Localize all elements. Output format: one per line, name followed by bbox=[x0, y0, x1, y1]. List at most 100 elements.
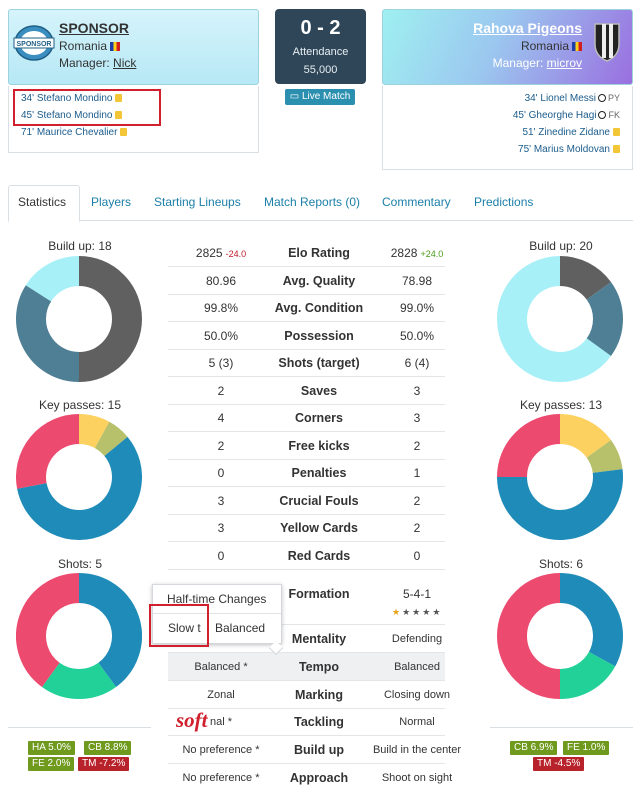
goal-note-icon bbox=[613, 145, 620, 153]
home-buildup-label: Build up: 18 bbox=[48, 239, 112, 253]
donut-slice bbox=[78, 573, 142, 687]
home-events: 34' Stefano Mondino 45' Stefano Mondino … bbox=[8, 86, 259, 153]
stat-badge: CB 6.9% bbox=[510, 741, 558, 755]
stat-row: 5 (3) Shots (target) 6 (4) bbox=[168, 349, 445, 377]
home-manager: Manager: Nick bbox=[59, 56, 137, 70]
half-time-changes-popup: Half-time Changes Slow t Balanced bbox=[152, 584, 284, 656]
donut-slice bbox=[497, 573, 561, 699]
ball-icon bbox=[598, 111, 607, 119]
stat-row: 4 Corners 3 bbox=[168, 404, 445, 432]
formation-row: Formation 5-4-1 ★★★★★ bbox=[168, 579, 445, 625]
away-event: 51' Zinedine Zidane bbox=[522, 127, 620, 138]
stat-badge: FE 2.0% bbox=[28, 757, 75, 771]
romania-flag-icon bbox=[572, 42, 582, 51]
highlight-box bbox=[149, 604, 209, 647]
stat-row: 3 Crucial Fouls 2 bbox=[168, 487, 445, 515]
slow-option[interactable]: Slow t bbox=[168, 621, 201, 635]
goal-note-icon bbox=[115, 94, 123, 102]
donut-slice bbox=[16, 414, 80, 489]
donut-slice bbox=[17, 436, 142, 540]
goal-note-icon bbox=[115, 111, 123, 119]
star-icon: ★ bbox=[392, 607, 403, 617]
tab-starting-lineups[interactable]: Starting Lineups bbox=[154, 195, 241, 209]
away-manager: Manager: microv bbox=[492, 56, 582, 70]
stat-row: 0 Penalties 1 bbox=[168, 459, 445, 487]
away-keypasses-donut bbox=[497, 414, 623, 540]
away-event: 75' Marius Moldovan bbox=[518, 144, 620, 155]
live-match-button[interactable]: ▭ Live Match bbox=[285, 89, 355, 105]
away-team-name[interactable]: Rahova Pigeons bbox=[473, 20, 582, 36]
highlight-box bbox=[13, 89, 161, 126]
tab-statistics-bg bbox=[8, 185, 80, 222]
stat-row: 2 Saves 3 bbox=[168, 377, 445, 405]
popup-title: Half-time Changes bbox=[167, 592, 267, 606]
stat-row: 2 Free kicks 2 bbox=[168, 432, 445, 460]
home-event: 34' Stefano Mondino bbox=[21, 93, 123, 104]
home-team-card: SPONSOR SPONSOR Romania Manager: Nick bbox=[8, 9, 259, 85]
home-keypasses-label: Key passes: 15 bbox=[38, 398, 122, 412]
goal-note-icon bbox=[120, 128, 128, 136]
attendance-value: 55,000 bbox=[303, 64, 338, 76]
goal-note-icon bbox=[613, 128, 620, 136]
svg-text:SPONSOR: SPONSOR bbox=[16, 41, 51, 48]
tactic-row-marking: Zonal Marking Closing down bbox=[168, 681, 450, 709]
stat-badge: TM -4.5% bbox=[533, 757, 585, 771]
home-shots-donut bbox=[16, 573, 142, 699]
stat-row: 50.0% Possession 50.0% bbox=[168, 322, 445, 350]
away-shots-label: Shots: 6 bbox=[538, 557, 584, 571]
home-buildup-donut bbox=[16, 256, 142, 382]
away-manager-link[interactable]: microv bbox=[546, 56, 582, 70]
tab-commentary[interactable]: Commentary bbox=[382, 195, 451, 209]
star-icon: ★ bbox=[412, 607, 423, 617]
stat-row: 3 Yellow Cards 2 bbox=[168, 514, 445, 542]
home-event: 45' Stefano Mondino bbox=[21, 110, 123, 121]
donut-slice bbox=[78, 414, 110, 449]
stat-badge: HA 5.0% bbox=[28, 741, 75, 755]
tv-icon: ▭ bbox=[289, 91, 302, 102]
donut-slice bbox=[497, 256, 611, 382]
score: 0 - 2 bbox=[300, 17, 341, 39]
stat-row: 0 Red Cards 0 bbox=[168, 542, 445, 570]
tactic-row-buildup: No preference * Build up Build in the cent… bbox=[168, 736, 461, 764]
tactic-row-approach: No preference * Approach Shoot on sight bbox=[182, 771, 453, 785]
home-team-name[interactable]: SPONSOR bbox=[59, 20, 130, 36]
donut-slice bbox=[586, 281, 623, 357]
away-buildup-label: Build up: 20 bbox=[529, 239, 593, 253]
away-team-card: Rahova Pigeons Romania Manager: microv bbox=[382, 9, 633, 85]
home-team-country: Romania bbox=[59, 39, 121, 53]
donut-slice bbox=[497, 469, 623, 540]
away-buildup-donut bbox=[497, 256, 623, 382]
star-icon: ★ bbox=[432, 607, 443, 617]
donut-slice bbox=[559, 414, 611, 459]
balanced-option[interactable]: Balanced bbox=[215, 621, 266, 635]
stat-row: 99.8% Avg. Condition 99.0% bbox=[168, 294, 445, 322]
away-event: 34' Lionel Messi PY bbox=[524, 93, 620, 104]
score-box: 0 - 2 Attendance 55,000 bbox=[275, 9, 366, 84]
stat-row: 80.96 Avg. Quality 78.98 bbox=[168, 267, 445, 295]
stat-row-elo: 2825 -24.0 Elo Rating 2828 +24.0 bbox=[168, 239, 445, 267]
tactic-row-tempo[interactable]: Balanced * Tempo Balanced bbox=[168, 653, 445, 681]
tab-players[interactable]: Players bbox=[91, 195, 132, 209]
home-manager-link[interactable]: Nick bbox=[113, 56, 137, 70]
home-keypasses-donut bbox=[16, 414, 142, 540]
away-team-country: Romania bbox=[521, 39, 582, 53]
attendance-label: Attendance bbox=[292, 46, 349, 58]
tab-predictions[interactable]: Predictions bbox=[474, 195, 534, 209]
star-icon: ★ bbox=[422, 607, 433, 617]
donut-slice bbox=[559, 256, 611, 301]
away-event: 45' Gheorghe Hagi FK bbox=[512, 110, 620, 121]
donut-slice bbox=[25, 256, 80, 302]
stat-badge: FE 1.0% bbox=[563, 741, 610, 755]
away-events: 34' Lionel Messi PY 45' Gheorghe Hagi FK 5… bbox=[382, 86, 633, 170]
donut-slice bbox=[41, 662, 117, 699]
soft-watermark: soft bbox=[176, 708, 208, 732]
rating-stars: ★★★★★ bbox=[392, 607, 442, 618]
away-keypasses-label: Key passes: 13 bbox=[519, 398, 603, 412]
donut-slice bbox=[16, 285, 80, 382]
donut-slice bbox=[78, 256, 142, 382]
tab-match-reports[interactable]: Match Reports (0) bbox=[264, 195, 361, 209]
ball-icon bbox=[597, 94, 606, 102]
tab-statistics[interactable]: Statistics bbox=[18, 195, 67, 209]
away-shots-donut bbox=[497, 573, 623, 699]
